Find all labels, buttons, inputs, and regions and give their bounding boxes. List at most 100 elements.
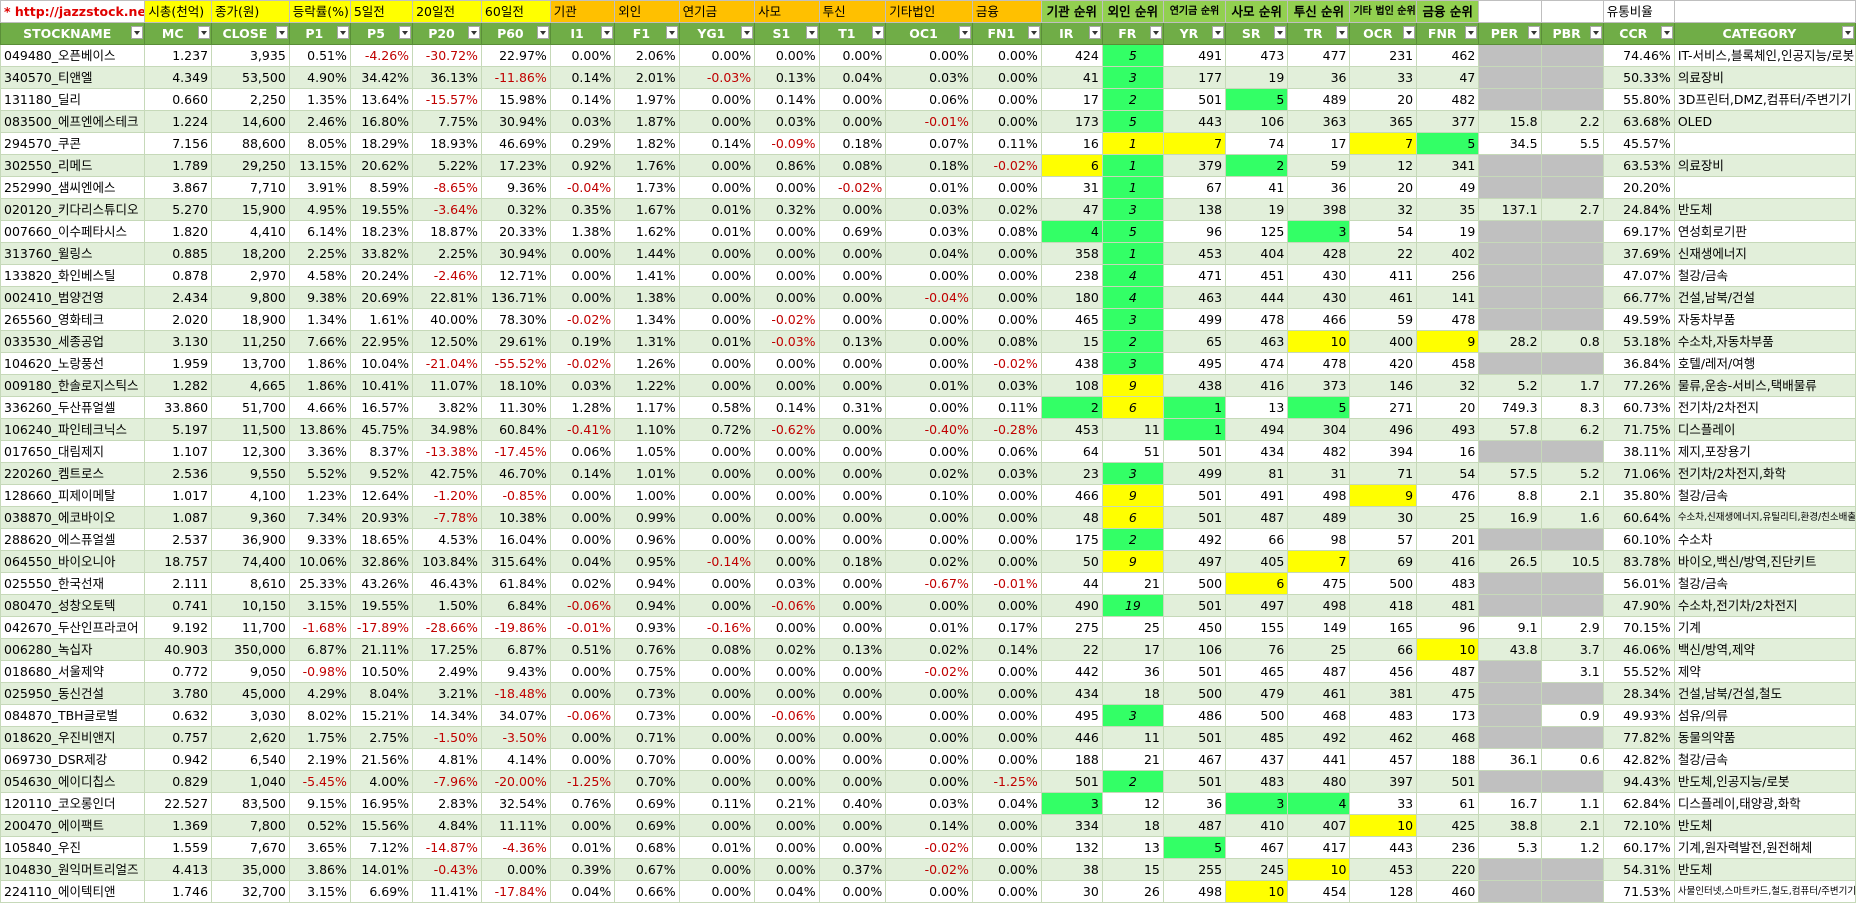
filter-dropdown-icon[interactable] <box>1088 26 1101 39</box>
cell-yr[interactable]: 438 <box>1162 374 1227 397</box>
cell-s1[interactable]: 0.00% <box>754 660 820 683</box>
cell-tr[interactable]: 441 <box>1287 748 1351 771</box>
cell-p20[interactable]: 11.07% <box>412 374 482 397</box>
cell-p5[interactable]: 32.86% <box>349 550 414 573</box>
cell-p5[interactable]: 45.75% <box>349 418 414 441</box>
cell-fn1[interactable]: 0.00% <box>971 814 1042 837</box>
cell-oc1[interactable]: 0.01% <box>885 374 973 397</box>
cell-f1[interactable]: 1.34% <box>614 308 680 331</box>
cell-fnr[interactable]: 10 <box>1416 638 1480 661</box>
cell-pbr[interactable]: 1.2 <box>1540 836 1604 859</box>
cell-tr[interactable]: 59 <box>1287 154 1351 177</box>
cell-i1[interactable]: 0.39% <box>549 858 616 881</box>
cell-ocr[interactable]: 66 <box>1349 638 1418 661</box>
cell-yr[interactable]: 443 <box>1162 110 1227 133</box>
cell-i1[interactable]: 0.00% <box>549 242 616 265</box>
cell-close[interactable]: 7,670 <box>211 836 290 859</box>
table-row[interactable]: 042670_두산인프라코어 9.192 11,700 -1.68% -17.89% -2… <box>0 616 1856 639</box>
cell-ccr[interactable]: 20.20% <box>1602 176 1675 199</box>
table-row[interactable]: 302550_리메드 1.789 29,250 13.15% 20.62% 5.22% 17… <box>0 154 1856 177</box>
cell-ocr[interactable]: 453 <box>1349 858 1418 881</box>
cell-f1[interactable]: 0.73% <box>614 682 680 705</box>
cell-yg1[interactable]: 0.00% <box>678 374 756 397</box>
cell-mc[interactable]: 0.660 <box>144 88 213 111</box>
cell-yg1[interactable]: 0.00% <box>678 308 756 331</box>
cell-pbr[interactable]: 10.5 <box>1540 550 1604 573</box>
cell-ocr[interactable]: 165 <box>1349 616 1418 639</box>
cell-ir[interactable]: 238 <box>1040 264 1103 287</box>
cell-tr[interactable]: 489 <box>1287 506 1351 529</box>
cell-yg1[interactable]: 0.00% <box>678 88 756 111</box>
table-row[interactable]: 002410_범양건영 2.434 9,800 9.38% 20.69% 22.81% 13… <box>0 286 1856 309</box>
cell-p60[interactable]: 11.30% <box>480 396 551 419</box>
cell-ir[interactable]: 188 <box>1040 748 1103 771</box>
cell-fn1[interactable]: 0.14% <box>971 638 1042 661</box>
cell-oc1[interactable]: 0.00% <box>885 506 973 529</box>
cell-tr[interactable]: 304 <box>1287 418 1351 441</box>
cell-close[interactable]: 3,935 <box>211 44 290 67</box>
filter-dropdown-icon[interactable] <box>872 26 885 39</box>
table-row[interactable]: 006280_녹십자 40.903 350,000 6.87% 21.11% 17.25%… <box>0 638 1856 661</box>
cell-oc1[interactable]: 0.00% <box>885 330 973 353</box>
cell-p60[interactable]: -18.48% <box>480 682 551 705</box>
cell-yg1[interactable]: 0.00% <box>678 594 756 617</box>
cell-oc1[interactable]: 0.18% <box>885 154 973 177</box>
cell-p60[interactable]: 0.32% <box>480 198 551 221</box>
cell-mc[interactable]: 1.559 <box>144 836 213 859</box>
cell-mc[interactable]: 1.087 <box>144 506 213 529</box>
cell-fn1[interactable]: 0.06% <box>971 440 1042 463</box>
cell-ir[interactable]: 31 <box>1040 176 1103 199</box>
cell-p5[interactable]: 16.57% <box>349 396 414 419</box>
cell-ocr[interactable]: 483 <box>1349 704 1418 727</box>
cell-sr[interactable]: 444 <box>1225 286 1289 309</box>
cell-sr[interactable]: 19 <box>1225 198 1289 221</box>
cell-close[interactable]: 9,800 <box>211 286 290 309</box>
cell-per[interactable] <box>1478 154 1542 177</box>
cell-category[interactable]: 기계,원자력발전,원전해체 <box>1673 836 1856 859</box>
cell-yg1[interactable]: 0.00% <box>678 880 756 903</box>
cell-ocr[interactable]: 461 <box>1349 286 1418 309</box>
cell-close[interactable]: 8,610 <box>211 572 290 595</box>
cell-tr[interactable]: 454 <box>1287 880 1351 903</box>
filter-dropdown-icon[interactable] <box>1274 26 1287 39</box>
cell-yr[interactable]: 487 <box>1162 814 1227 837</box>
cell-t1[interactable]: 0.31% <box>818 396 887 419</box>
cell-pbr[interactable] <box>1540 66 1604 89</box>
cell-pbr[interactable] <box>1540 352 1604 375</box>
cell-s1[interactable]: -0.09% <box>754 132 820 155</box>
cell-fnr[interactable]: 377 <box>1416 110 1480 133</box>
cell-s1[interactable]: -0.02% <box>754 308 820 331</box>
cell-fn1[interactable]: 0.00% <box>971 506 1042 529</box>
cell-yg1[interactable]: 0.00% <box>678 770 756 793</box>
cell-i1[interactable]: 0.06% <box>549 440 616 463</box>
cell-i1[interactable]: 1.28% <box>549 396 616 419</box>
filter-dropdown-icon[interactable] <box>601 26 614 39</box>
cell-mc[interactable]: 3.130 <box>144 330 213 353</box>
cell-close[interactable]: 9,360 <box>211 506 290 529</box>
cell-p5[interactable]: 43.26% <box>349 572 414 595</box>
cell-ir[interactable]: 108 <box>1040 374 1103 397</box>
cell-pbr[interactable]: 2.9 <box>1540 616 1604 639</box>
cell-ccr[interactable]: 56.01% <box>1602 572 1675 595</box>
cell-per[interactable]: 34.5 <box>1478 132 1542 155</box>
cell-ccr[interactable]: 24.84% <box>1602 198 1675 221</box>
cell-i1[interactable]: 0.29% <box>549 132 616 155</box>
cell-ccr[interactable]: 35.80% <box>1602 484 1675 507</box>
column-header-mc[interactable]: MC <box>144 22 213 45</box>
cell-i1[interactable]: 0.00% <box>549 814 616 837</box>
cell-tr[interactable]: 10 <box>1287 858 1351 881</box>
cell-fr[interactable]: 9 <box>1101 374 1164 397</box>
cell-tr[interactable]: 149 <box>1287 616 1351 639</box>
cell-p20[interactable]: -1.50% <box>412 726 482 749</box>
cell-ocr[interactable]: 418 <box>1349 594 1418 617</box>
cell-mc[interactable]: 1.282 <box>144 374 213 397</box>
cell-i1[interactable]: -1.25% <box>549 770 616 793</box>
cell-ocr[interactable]: 231 <box>1349 44 1418 67</box>
cell-p1[interactable]: 7.66% <box>288 330 351 353</box>
cell-ccr[interactable]: 74.46% <box>1602 44 1675 67</box>
cell-p20[interactable]: 1.50% <box>412 594 482 617</box>
cell-mc[interactable]: 0.741 <box>144 594 213 617</box>
cell-yr[interactable]: 67 <box>1162 176 1227 199</box>
cell-close[interactable]: 45,000 <box>211 682 290 705</box>
cell-oc1[interactable]: 0.03% <box>885 220 973 243</box>
